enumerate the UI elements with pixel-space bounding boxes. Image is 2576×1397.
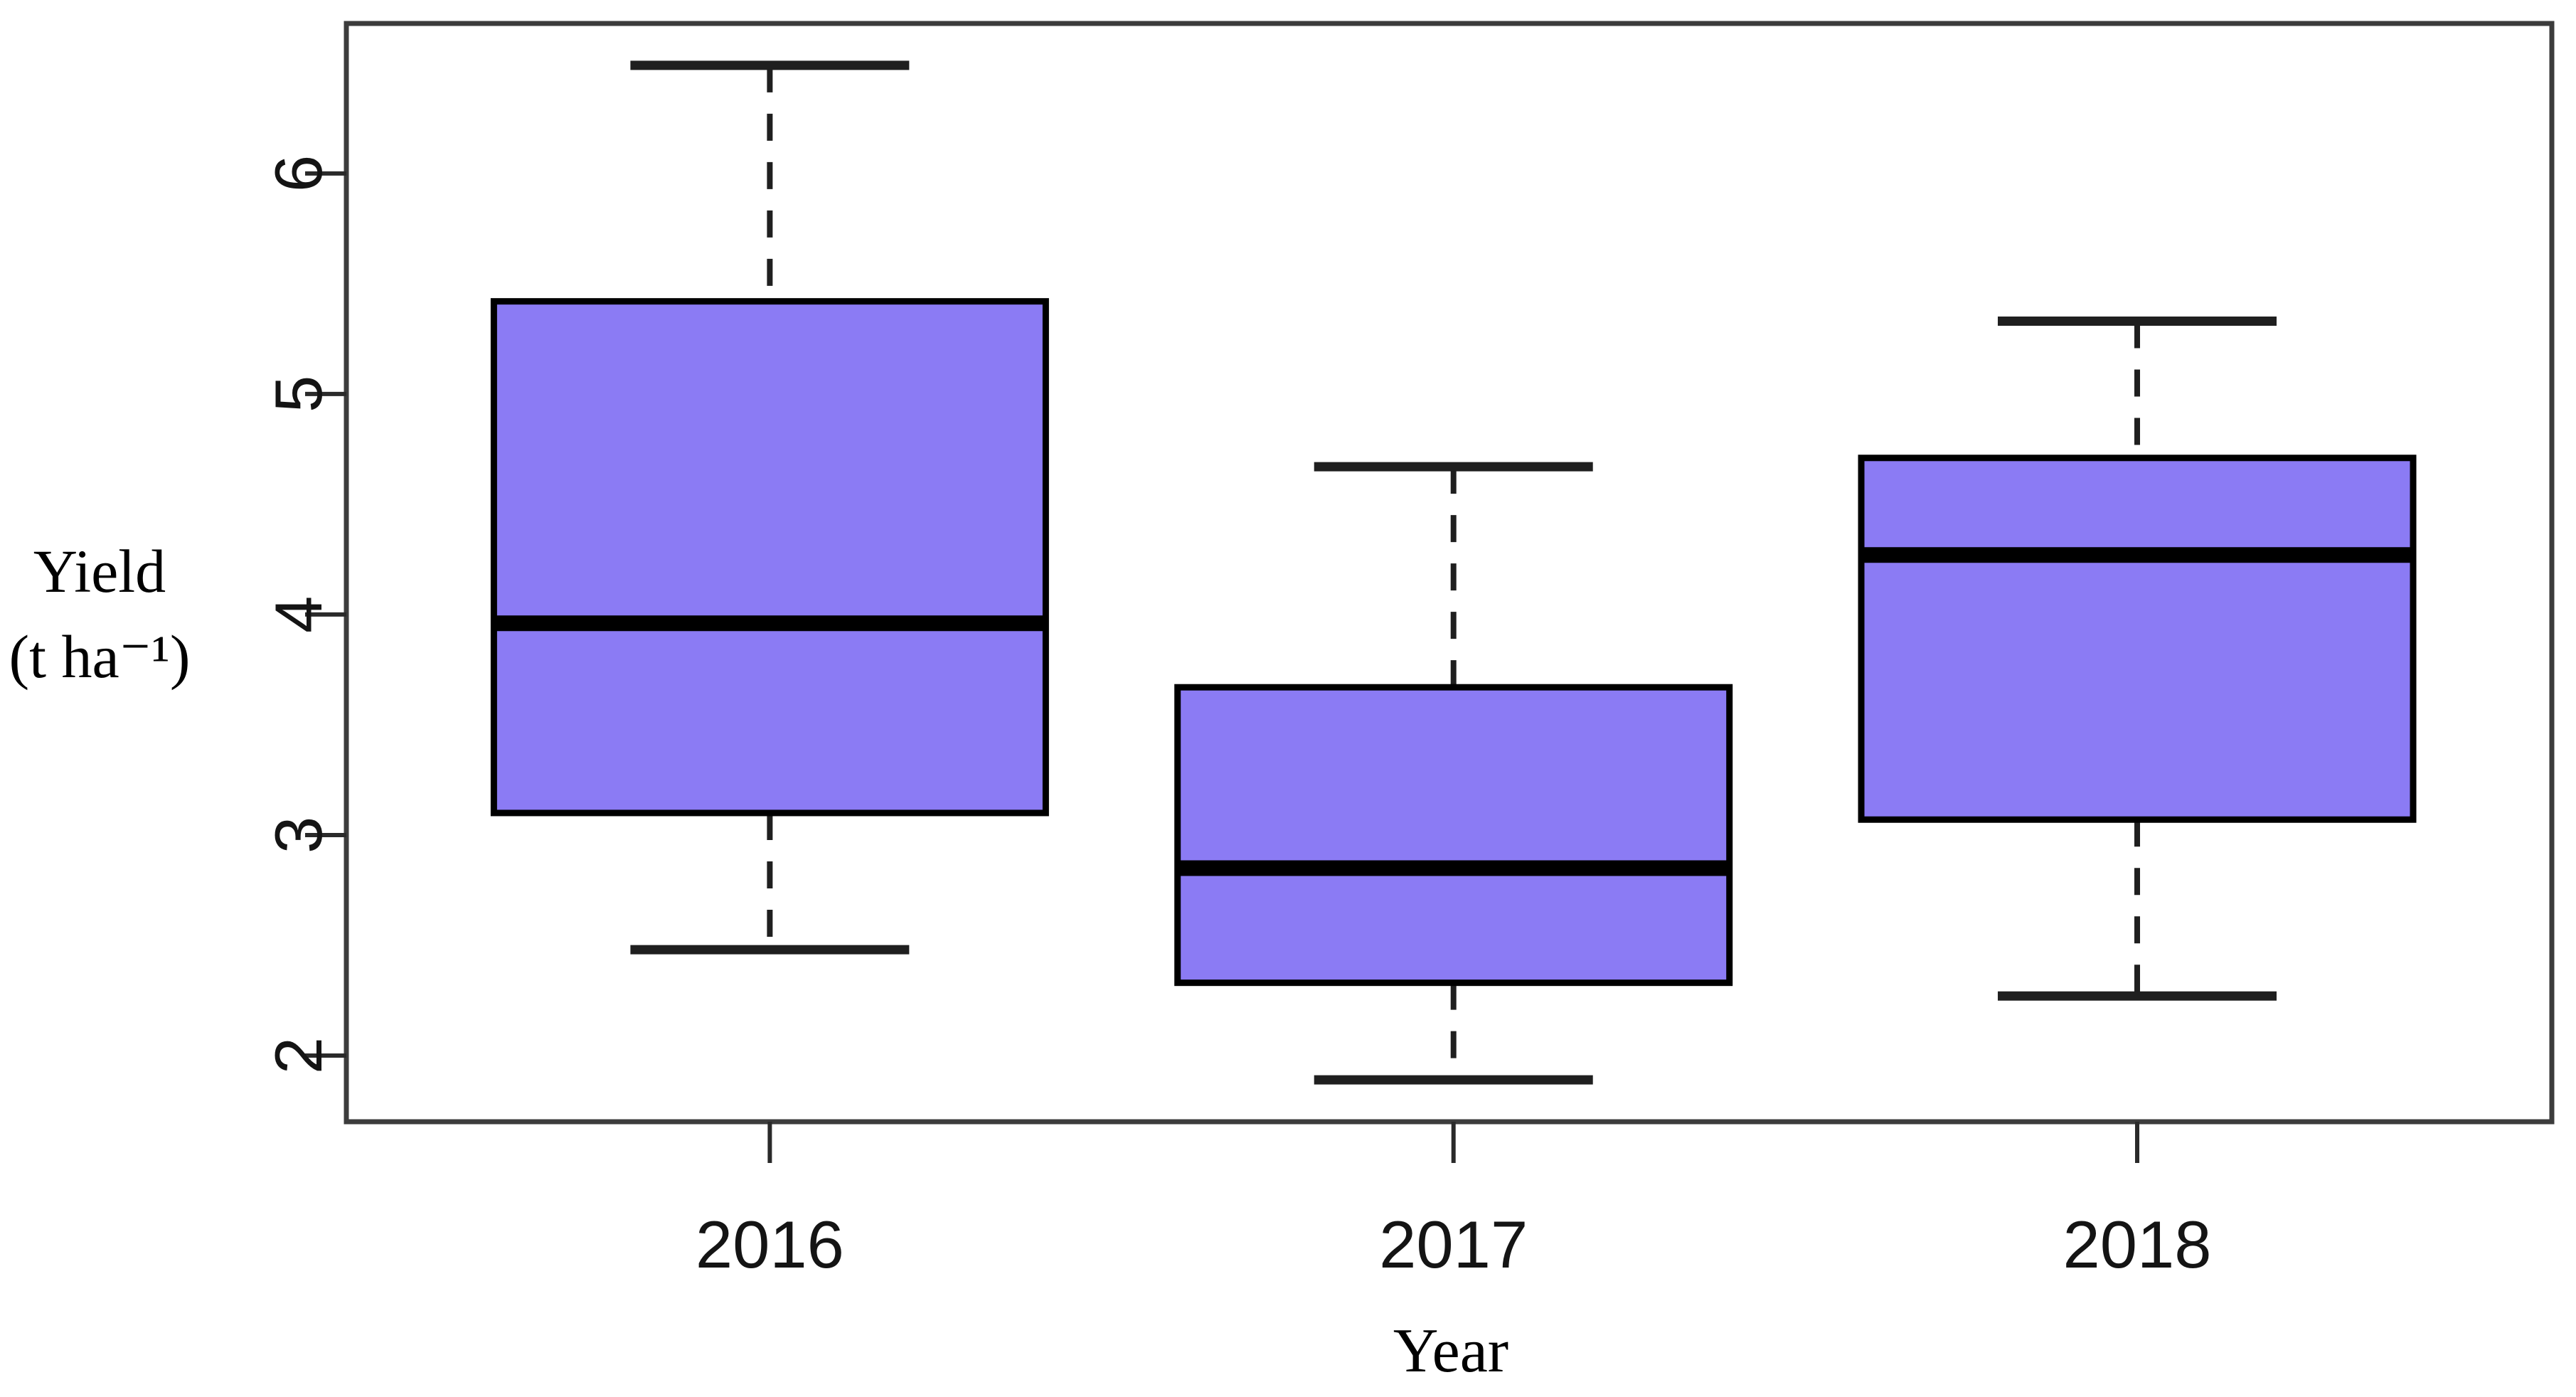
- box-group-2018: [1858, 317, 2417, 1001]
- y-axis-title-line1: Yield: [33, 537, 166, 605]
- y-axis: 2 3 4 5 6: [261, 155, 346, 1074]
- y-tick-label-5: 5: [261, 376, 336, 413]
- y-tick-label-6: 6: [261, 155, 336, 192]
- y-tick-label-4: 4: [261, 596, 336, 633]
- x-tick-label-2018: 2018: [2063, 1207, 2211, 1282]
- box-group-2016: [490, 60, 1049, 955]
- plot-frame: [344, 21, 2555, 1125]
- x-tick-label-2016: 2016: [696, 1207, 844, 1282]
- iqr-box-2016: [490, 298, 1049, 817]
- y-tick-label-2: 2: [261, 1037, 336, 1074]
- x-axis: 2016 2017 2018: [696, 1122, 2212, 1282]
- x-tick-label-2017: 2017: [1379, 1207, 1528, 1282]
- box-group-2017: [1174, 462, 1733, 1085]
- y-tick-label-3: 3: [261, 817, 336, 854]
- x-axis-title: Year: [1393, 1317, 1508, 1386]
- y-axis-title-line2: (t ha⁻¹): [9, 622, 190, 691]
- boxplot-series: [490, 60, 2417, 1085]
- iqr-box-2017: [1174, 684, 1733, 987]
- iqr-box-2018: [1858, 455, 2417, 823]
- y-axis-title: Yield (t ha⁻¹): [9, 537, 190, 691]
